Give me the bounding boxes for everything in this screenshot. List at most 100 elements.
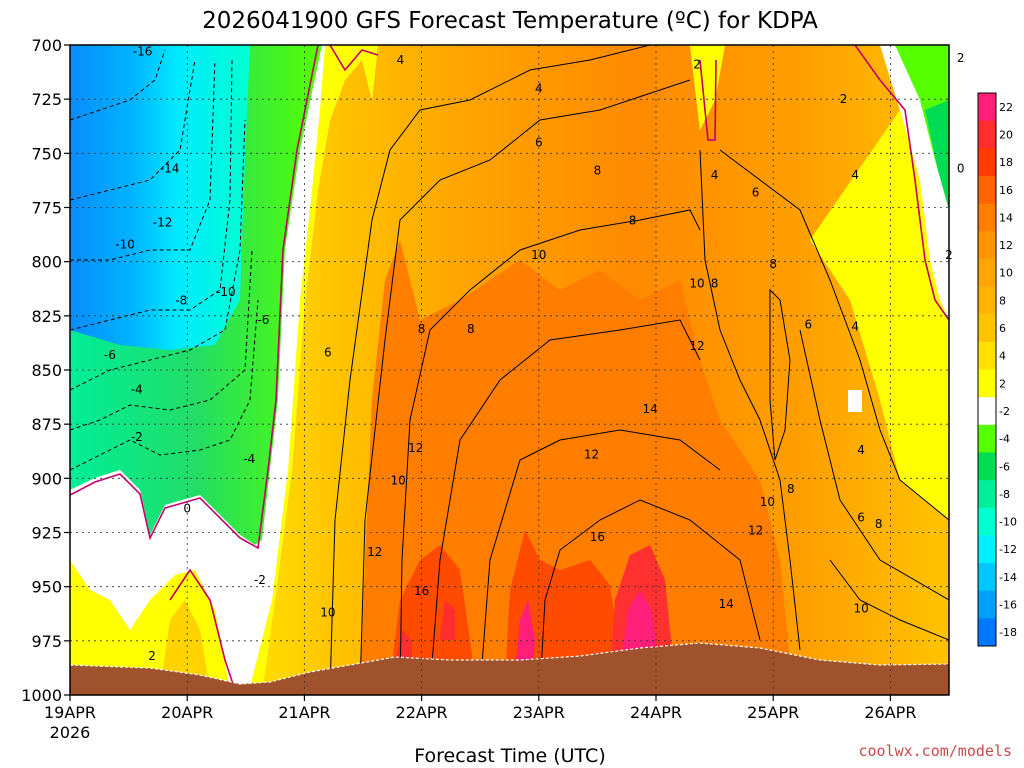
contour-label: 4 [535, 81, 543, 95]
colorbar-label: 12 [999, 239, 1013, 252]
contour-label: -12 [153, 216, 173, 230]
grid-lines [70, 45, 949, 695]
contour-label: 8 [629, 214, 637, 228]
contour-label: -2 [131, 430, 143, 444]
x-axis: 19APR 20APR 21APR 22APR 23APR 24APR 25APR 26APR [44, 695, 916, 722]
contour-label: 10 [531, 248, 546, 262]
x-tick-label: 24APR [630, 703, 682, 722]
contour-label: 12 [689, 339, 704, 353]
right-green-dark [925, 100, 949, 210]
contour-label: 2 [693, 58, 701, 72]
colorbar-swatch [978, 314, 996, 343]
colorbar-label: 4 [999, 350, 1006, 363]
chart-title: 2026041900 GFS Forecast Temperature (ºC)… [202, 8, 818, 34]
contour-label: -14 [160, 162, 180, 176]
contour-label: -16 [133, 45, 153, 59]
x-tick-label: 22APR [396, 703, 448, 722]
contour-label: -10 [115, 237, 135, 251]
y-tick-label: 975 [31, 632, 62, 651]
contour-label: 6 [535, 136, 543, 150]
colorbar-swatch [978, 203, 996, 232]
warm-contours [329, 45, 949, 691]
zero-contour-right [329, 45, 949, 321]
red-core-4 [395, 600, 455, 665]
contour-label: 8 [769, 257, 777, 271]
colorbar-swatch [978, 480, 996, 509]
x-year-label: 2026 [50, 723, 91, 742]
contour-label: 10 [320, 606, 335, 620]
contour-label: 6 [324, 346, 332, 360]
terrain [70, 643, 949, 695]
contour-label: 2 [148, 649, 156, 663]
colorbar-label: -16 [999, 599, 1017, 612]
colorbar-label: 14 [999, 211, 1013, 224]
y-tick-label: 750 [31, 144, 62, 163]
white-notch [848, 390, 862, 412]
contour-label: -6 [257, 313, 269, 327]
x-axis-label: Forecast Time (UTC) [414, 745, 605, 767]
orange-core [360, 240, 790, 690]
colorbar-swatch [978, 286, 996, 315]
colorbar-swatch [978, 120, 996, 149]
contour-label: 14 [642, 402, 657, 416]
contour-label: 10 [391, 474, 406, 488]
contour-label: 8 [875, 517, 883, 531]
y-tick-label: 925 [31, 524, 62, 543]
colorbar-label: -10 [999, 516, 1017, 529]
y-tick-label: 850 [31, 361, 62, 380]
colorbar-swatch [978, 563, 996, 592]
colorbar-label: 22 [999, 101, 1013, 114]
colorbar: 22 20 18 16 14 12 10 8 6 4 2 -2 -4 -6 -8 -10 -12 -14 -16 -1… [977, 92, 1017, 647]
contour-label: 16 [414, 584, 429, 598]
y-tick-label: 725 [31, 90, 62, 109]
contour-label: -4 [243, 452, 255, 466]
colorbar-frame [977, 92, 997, 647]
contour-label: 12 [367, 545, 382, 559]
x-tick-label: 21APR [278, 703, 330, 722]
contour-label: 8 [467, 322, 475, 336]
colorbar-label: 20 [999, 128, 1013, 141]
colorbar-swatch [978, 618, 996, 647]
contour-label: 4 [851, 320, 859, 334]
colorbar-swatch [978, 590, 996, 619]
x-tick-label: 20APR [161, 703, 213, 722]
right-green [895, 45, 949, 210]
yellow-band-right [690, 45, 949, 520]
colorbar-label: 8 [999, 294, 1006, 307]
contour-label: -6 [104, 348, 116, 362]
colorbar-label: -6 [999, 460, 1010, 473]
contour-label: 14 [719, 597, 734, 611]
colorbar-label: 16 [999, 184, 1013, 197]
green-region [70, 45, 322, 545]
contour-label: 8 [787, 482, 795, 496]
y-tick-label: 875 [31, 415, 62, 434]
colorbar-label: -14 [999, 571, 1017, 584]
colorbar-swatch [978, 397, 996, 426]
colorbar-swatch [978, 535, 996, 564]
contour-label: 0 [183, 502, 191, 516]
y-tick-label: 800 [31, 253, 62, 272]
colorbar-swatch [978, 424, 996, 453]
colorbar-swatch [978, 175, 996, 205]
contour-label: -4 [131, 383, 143, 397]
warm-lower-left [160, 600, 210, 690]
colorbar-label: 2 [999, 377, 1006, 390]
colorbar-swatch [978, 341, 996, 370]
x-tick-label: 23APR [513, 703, 565, 722]
contour-label: -2 [254, 573, 266, 587]
colorbar-swatch [978, 507, 996, 536]
colorbar-label: -2 [999, 405, 1010, 418]
colorbar-label: 6 [999, 322, 1006, 335]
colorbar-label: -8 [999, 488, 1010, 501]
contour-label: 4 [397, 53, 405, 67]
contour-label: 10 [853, 601, 868, 615]
colorbar-swatch [978, 452, 996, 481]
colorbar-label: 10 [999, 267, 1013, 280]
y-tick-label: 825 [31, 307, 62, 326]
contour-label: 10 [760, 495, 775, 509]
y-tick-label: 700 [31, 36, 62, 55]
colorbar-swatch [978, 258, 996, 288]
colorbar-swatch [978, 231, 996, 260]
